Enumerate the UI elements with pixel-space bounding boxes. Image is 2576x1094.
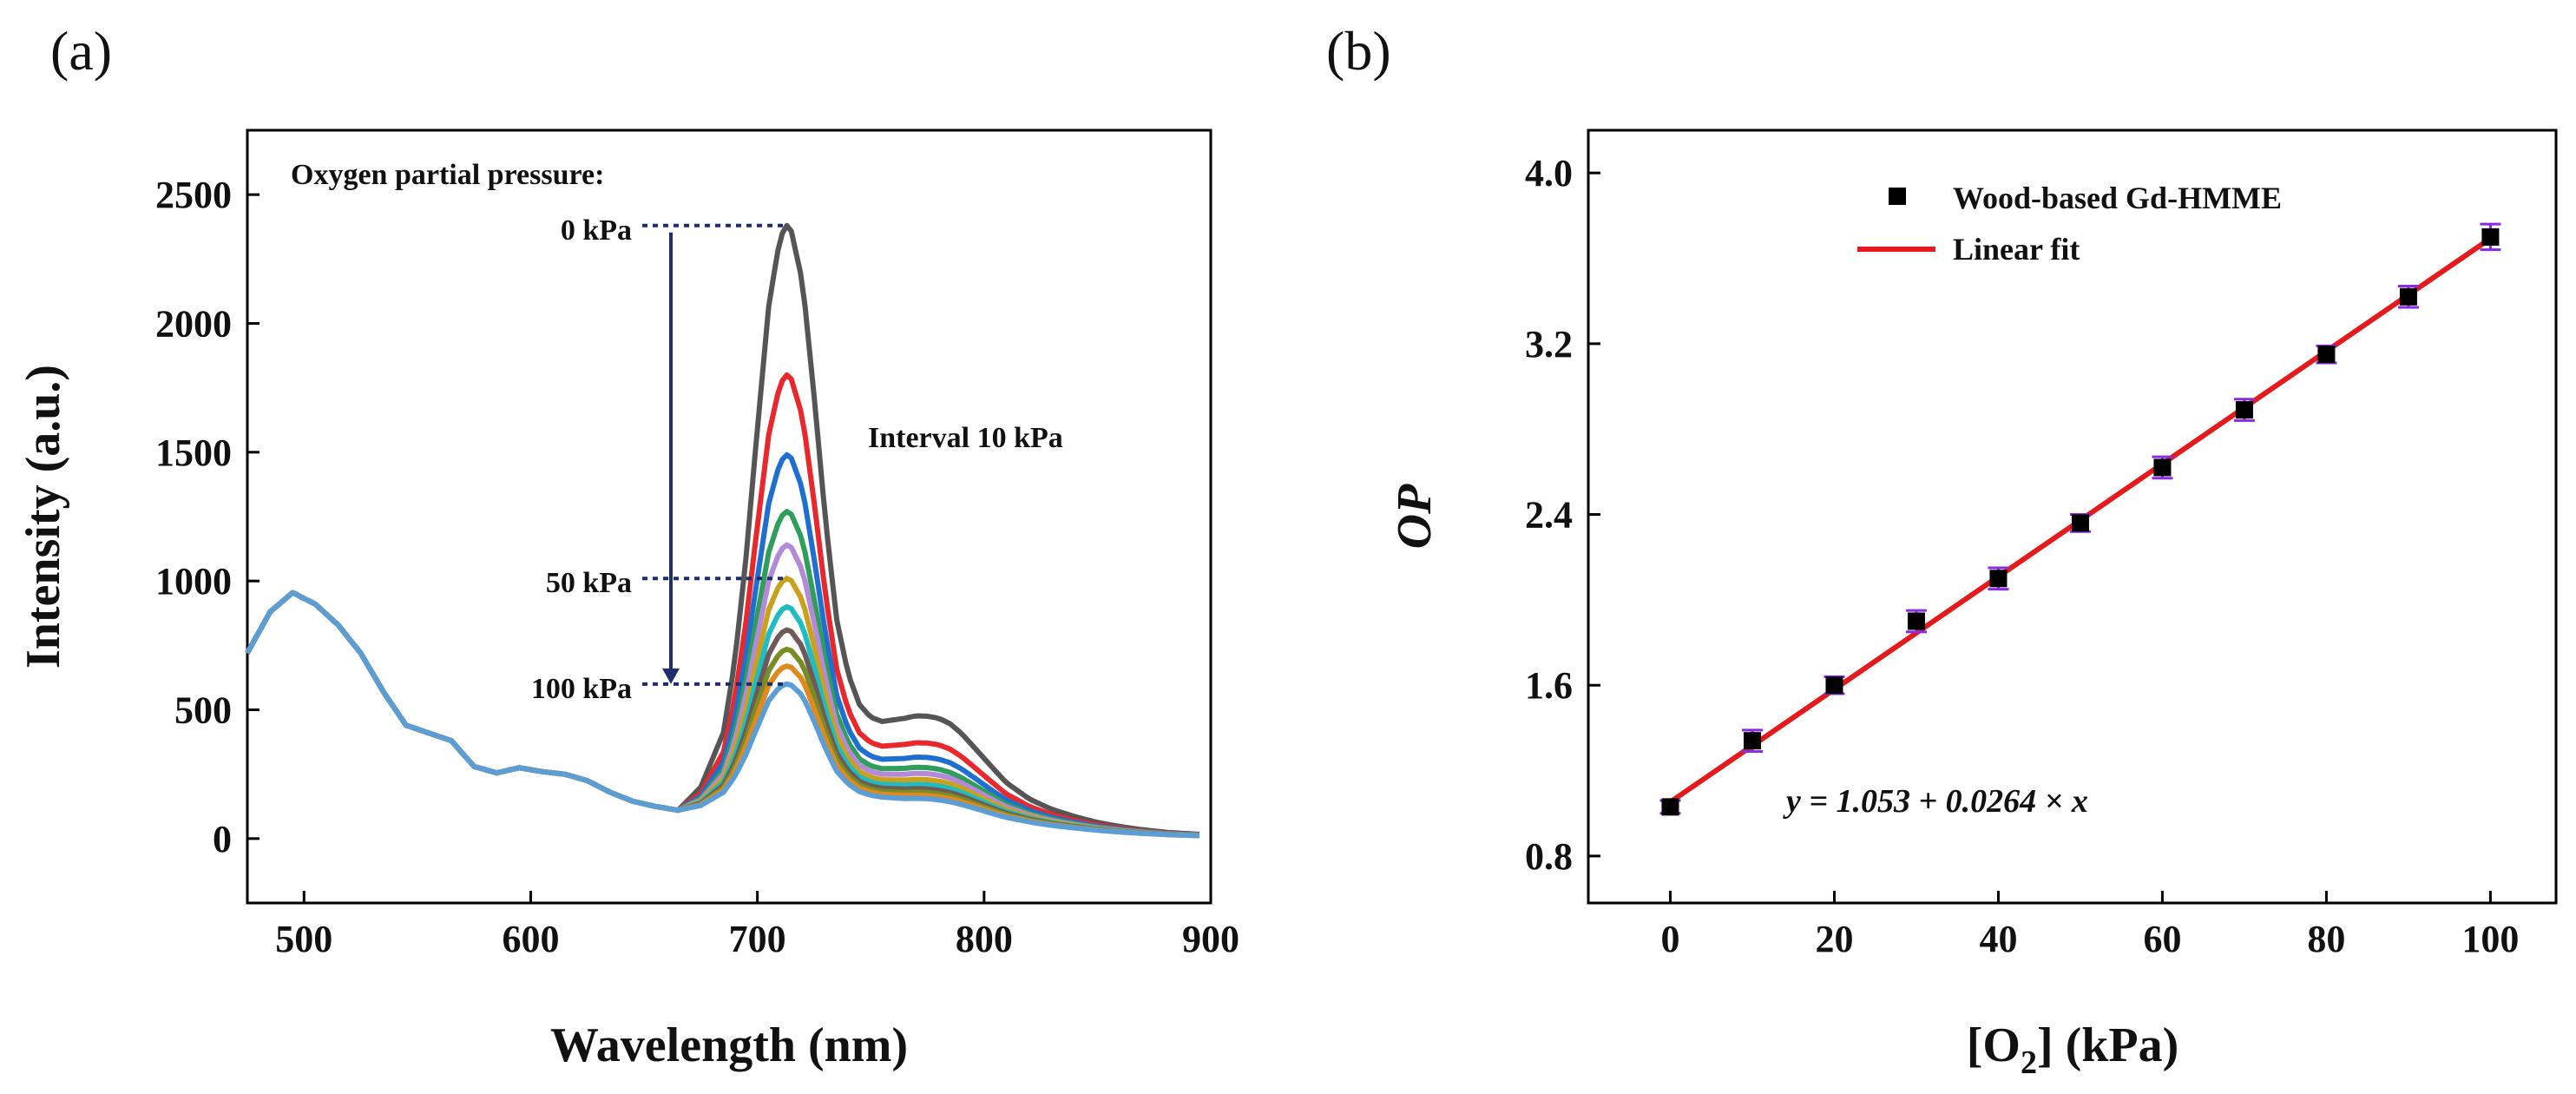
panel-a-spectra (245, 222, 1200, 839)
legend-marker-square (1889, 188, 1906, 205)
y-tick-label: 0.8 (1525, 835, 1573, 878)
spectrum-line-100kpa (245, 590, 1200, 839)
data-point (2317, 346, 2336, 364)
x-title-subscript: 2 (2021, 1045, 2037, 1081)
data-point (2481, 227, 2500, 246)
y-tick-label: 2000 (155, 303, 232, 346)
spectrum-line-50kpa (245, 576, 1200, 839)
panel-a: (a) 500 600 700 800 900 0 500 1000 1500 2000 2500… (16, 20, 1239, 1072)
panel-a-frame (246, 129, 1212, 905)
panel-a-label: (a) (50, 20, 112, 82)
spectrum-line-70kpa (245, 590, 1200, 839)
data-point (2235, 401, 2253, 419)
data-point (1661, 798, 1679, 816)
x-title-unit: ] (kPa) (2037, 1018, 2178, 1072)
y-tick-label: 3.2 (1525, 323, 1573, 366)
y-tick-label: 500 (174, 689, 232, 732)
annotation-marker-label: 0 kPa (561, 214, 632, 247)
x-tick-label: 800 (956, 918, 1013, 960)
x-tick-label: 80 (2307, 918, 2345, 960)
panel-a-x-axis-title: Wavelength (nm) (550, 1018, 908, 1072)
y-tick-label: 1.6 (1525, 664, 1573, 707)
y-tick-label: 0 (213, 818, 232, 860)
annotation-marker-label: 50 kPa (546, 567, 632, 599)
x-title-bracket-o: [O (1967, 1018, 2021, 1072)
x-tick-label: 500 (275, 918, 332, 960)
spectrum-line-80kpa (245, 590, 1199, 839)
panel-b-label: (b) (1326, 20, 1391, 82)
panel-a-y-ticks: 0 500 1000 1500 2000 2500 (155, 174, 260, 860)
spectrum-line-60kpa (245, 590, 1200, 839)
spectrum-line-90kpa (245, 590, 1200, 839)
y-tick-label: 4.0 (1525, 152, 1573, 194)
annotation-interval: Interval 10 kPa (868, 422, 1063, 454)
x-tick-label: 0 (1660, 918, 1679, 960)
data-point (1743, 732, 1761, 750)
fit-equation: y = 1.053 + 0.0264 × x (1783, 783, 2088, 820)
legend-label-fit: Linear fit (1953, 232, 2080, 267)
y-tick-label: 1000 (155, 560, 232, 603)
panel-a-annotations: Oxygen partial pressure: Interval 10 kPa 0… (291, 159, 1063, 705)
x-tick-label: 700 (729, 918, 786, 960)
data-point (2071, 514, 2089, 532)
panel-b-legend: Wood-based Gd-HMME Linear fit (1857, 181, 2282, 267)
data-point (1907, 612, 1925, 630)
x-tick-label: 600 (502, 918, 559, 960)
x-tick-label: 20 (1815, 918, 1853, 960)
annotation-header: Oxygen partial pressure: (291, 159, 604, 191)
y-tick-label: 1500 (155, 432, 232, 474)
legend-label-data: Wood-based Gd-HMME (1953, 181, 2282, 215)
panel-b-data-points (1659, 222, 2501, 816)
panel-b-x-axis-title: [O2] (kPa) (1967, 1018, 2179, 1081)
data-point (2399, 287, 2417, 306)
x-tick-label: 40 (1979, 918, 2017, 960)
x-tick-label: 900 (1182, 918, 1239, 960)
y-tick-label: 2.4 (1525, 494, 1573, 537)
annotation-marker-label: 100 kPa (531, 673, 632, 705)
data-point (1989, 570, 2008, 588)
panel-b-x-ticks: 0 20 40 60 80 100 (1660, 891, 2519, 960)
decrease-arrow-head (662, 668, 680, 684)
panel-b: (b) 0 20 40 60 80 100 0.8 1.6 2.4 3.2 4.0 Wood-ba… (1326, 20, 2558, 1081)
data-point (1825, 676, 1843, 695)
data-point (2153, 458, 2172, 477)
panel-b-y-ticks: 0.8 1.6 2.4 3.2 4.0 (1525, 152, 1600, 878)
x-tick-label: 60 (2143, 918, 2181, 960)
panel-b-frame (1587, 129, 2558, 905)
panel-a-x-ticks: 500 600 700 800 900 (275, 891, 1239, 960)
y-tick-label: 2500 (155, 174, 232, 216)
panel-b-y-axis-title: OP (1388, 484, 1442, 549)
x-tick-label: 100 (2461, 918, 2519, 960)
panel-a-y-axis-title: Intensity (a.u.) (16, 365, 70, 669)
